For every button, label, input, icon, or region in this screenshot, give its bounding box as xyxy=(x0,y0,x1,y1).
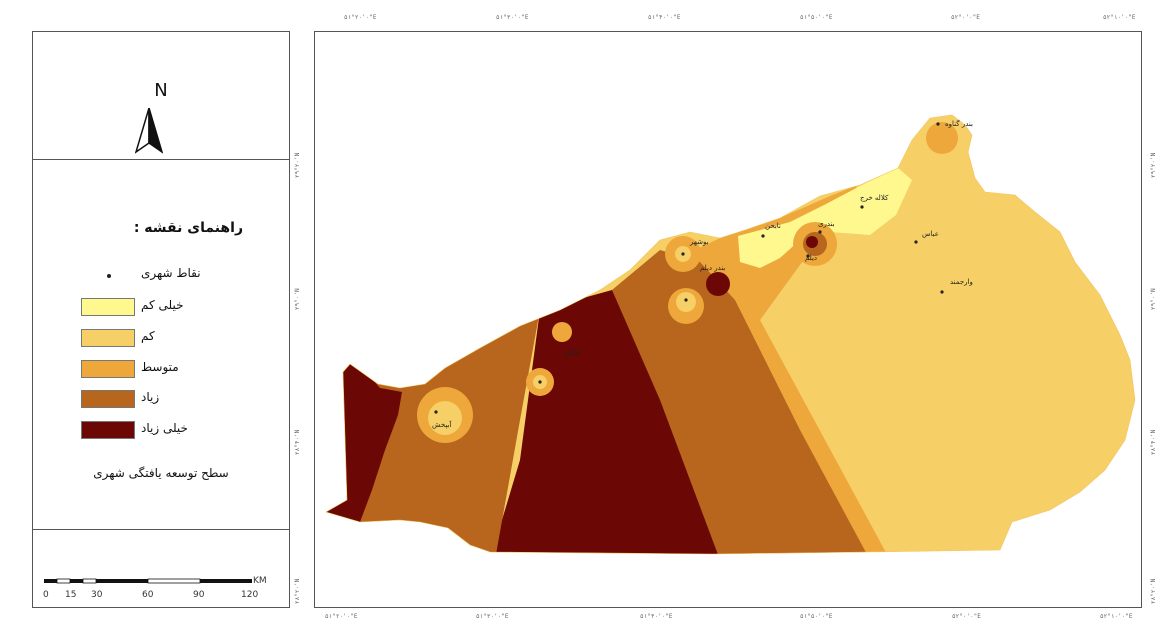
graticule-label-bottom: ۵۲°۰'۰"E xyxy=(952,613,981,620)
graticule-label-top: ۵۲°۱۰'۰"E xyxy=(1103,14,1136,21)
scale-label: 30 xyxy=(91,590,103,600)
city-label: بوشهر xyxy=(689,238,709,246)
legend-label: متوسط xyxy=(141,360,179,374)
city-point xyxy=(681,252,685,256)
panel-divider xyxy=(33,159,289,160)
city-point xyxy=(761,234,765,238)
legend-swatch xyxy=(81,298,135,316)
legend-label: کم xyxy=(141,329,155,343)
legend-item-medium: متوسط xyxy=(33,360,289,382)
city-point xyxy=(914,240,918,244)
legend-label: خیلی زیاد xyxy=(141,421,188,435)
legend-label: خیلی کم xyxy=(141,298,184,312)
city-point xyxy=(434,410,438,414)
graticule-label-top: ۵۲°۰'۰"E xyxy=(951,14,980,21)
panel-divider xyxy=(33,529,289,530)
scale-label: 90 xyxy=(193,590,205,600)
city-label: کنگان xyxy=(564,348,581,357)
graticule-label-bottom: ۵۱°۵۰'۰"E xyxy=(800,613,833,620)
scale-label: 120 xyxy=(241,590,258,600)
city-label: دیلم xyxy=(805,254,817,262)
graticule-label-top: ۵۱°۴۰'۰"E xyxy=(648,14,681,21)
city-point xyxy=(860,205,864,209)
legend-item-high: زیاد xyxy=(33,390,289,412)
legend-item-very-low: خیلی کم xyxy=(33,298,289,320)
scale-label: 60 xyxy=(142,590,154,600)
city-point xyxy=(936,122,940,126)
graticule-label-bottom: ۵۲°۱۰'۰"E xyxy=(1100,613,1133,620)
city-label: عباس xyxy=(922,230,939,238)
city-label: نابحن xyxy=(765,222,781,230)
graticule-label-bottom: ۵۱°۴۰'۰"E xyxy=(640,613,673,620)
class-very-low-strip xyxy=(738,168,912,268)
city-label: بندری xyxy=(818,220,835,228)
city-label: آبپخش xyxy=(432,420,453,429)
scale-unit: KM xyxy=(253,576,267,586)
city-label: بندر گناوه xyxy=(945,119,973,128)
class-very-high-wedge xyxy=(490,290,720,554)
city-point xyxy=(818,230,822,234)
legend-label: نقاط شهری xyxy=(141,266,201,280)
scale-bar: KM 0 15 30 60 90 120 xyxy=(43,576,267,600)
class-low-spot xyxy=(428,401,462,435)
graticule-label-top: ۵۱°۳۰'۰"E xyxy=(496,14,529,21)
graticule-label-top: ۵۱°۵۰'۰"E xyxy=(800,14,833,21)
legend-swatch xyxy=(81,421,135,439)
map-legend-panel: N راهنمای نقشه : نقاط شهری خیلی کم کم مت… xyxy=(32,31,290,608)
scale-label: 0 xyxy=(43,590,49,600)
graticule-label-bottom: ۵۱°۲۰'۰"E xyxy=(325,613,358,620)
city-label: وارجمند xyxy=(950,278,973,286)
urban-points: بندر گناوه کلاله خرج نابحن بندری دیلم عب… xyxy=(432,119,973,429)
city-point xyxy=(684,298,688,302)
graticule-label-top: ۵۱°۲۰'۰"E xyxy=(344,14,377,21)
legend-caption: سطح توسعه یافتگی شهری xyxy=(93,466,229,480)
north-label: N xyxy=(154,80,168,101)
scale-label: 15 xyxy=(65,590,76,600)
legend-item-very-high: خیلی زیاد xyxy=(33,421,289,443)
north-arrow-icon xyxy=(135,108,163,154)
legend-swatch xyxy=(81,329,135,347)
city-point xyxy=(940,290,944,294)
legend-item-urban-points: نقاط شهری xyxy=(33,266,289,288)
legend-item-low: کم xyxy=(33,329,289,351)
city-label: بندر دیلم xyxy=(700,264,725,272)
city-point xyxy=(538,380,542,384)
legend-swatch xyxy=(81,390,135,408)
city-point xyxy=(806,254,810,258)
city-label: کلاله خرج xyxy=(860,194,889,202)
legend-swatch xyxy=(81,360,135,378)
legend-title: راهنمای نقشه : xyxy=(133,220,243,236)
urban-point-symbol xyxy=(107,274,111,278)
graticule-label-bottom: ۵۱°۳۰'۰"E xyxy=(476,613,509,620)
legend-label: زیاد xyxy=(141,390,160,404)
